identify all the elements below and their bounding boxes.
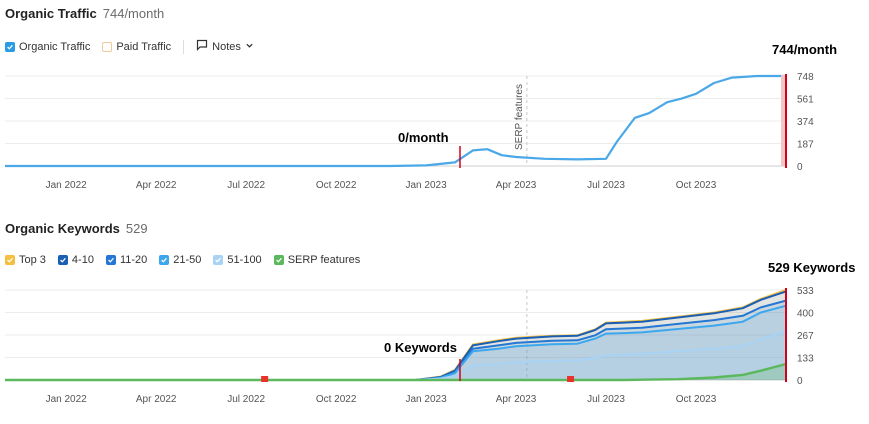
legend-paid-traffic[interactable]: Paid Traffic (102, 41, 171, 53)
checkbox-checked-icon[interactable] (57, 255, 68, 265)
legend-item-11-20[interactable]: 11-20 (105, 254, 148, 266)
notes-label: Notes (212, 40, 241, 53)
notes-dropdown[interactable]: Notes (196, 39, 254, 54)
checkbox-checked-icon[interactable] (213, 255, 224, 265)
checkbox-checked-icon[interactable] (5, 41, 15, 52)
series-line-serp-features (5, 362, 787, 382)
keywords-header: Organic Keywords 529 (5, 221, 148, 236)
y-tick-label: 533 (797, 286, 814, 297)
x-tick-label: Apr 2022 (136, 394, 177, 405)
y-tick-label: 267 (797, 331, 814, 342)
keywords-value: 529 (125, 221, 148, 236)
note-icon (196, 39, 208, 54)
keywords-title: Organic Keywords (5, 221, 120, 236)
keywords-chart: 533 400 267 133 0 Jan 2022 Apr 2022 Jul 2022 Oct… (5, 286, 814, 405)
traffic-callout-end: 744/month (772, 42, 838, 57)
legend-item-label: SERP features (287, 254, 361, 266)
legend-divider (183, 39, 185, 54)
checkbox-checked-icon[interactable] (273, 255, 284, 265)
checkbox-checked-icon[interactable] (105, 255, 116, 265)
serp-features-label: SERP features (514, 84, 525, 150)
x-tick-label: Apr 2023 (496, 180, 537, 191)
y-tick-label: 0 (797, 162, 803, 173)
legend-organic-traffic[interactable]: Organic Traffic (5, 41, 90, 53)
y-tick-label: 0 (797, 376, 803, 387)
legend-organic-label: Organic Traffic (19, 40, 91, 53)
legend-item-4-10[interactable]: 4-10 (57, 254, 94, 266)
series-area-21-50 (5, 305, 786, 380)
keywords-legend: Top 3 4-10 11-20 21-50 51-100 SERP features (5, 254, 372, 266)
x-tick-label: Jul 2023 (587, 180, 625, 191)
x-tick-label: Jan 2023 (406, 394, 448, 405)
traffic-title: Organic Traffic (5, 6, 97, 21)
series-line-51-100 (5, 330, 787, 381)
legend-paid-label: Paid Traffic (116, 40, 172, 53)
y-tick-label: 748 (797, 72, 814, 83)
keywords-callout-end: 529 Keywords (768, 260, 856, 275)
checkbox-checked-icon[interactable] (159, 255, 170, 265)
x-tick-label: Apr 2022 (136, 180, 177, 191)
x-tick-label: Jan 2022 (46, 180, 88, 191)
series-area-11-20 (5, 300, 786, 380)
legend-item-label: 51-100 (227, 254, 262, 266)
legend-item-label: 11-20 (119, 254, 148, 266)
y-tick-label: 400 (797, 309, 814, 320)
traffic-value: 744/month (102, 6, 165, 21)
event-flag-icon (567, 376, 575, 382)
legend-item-label: 4-10 (71, 254, 94, 266)
series-line-organic-traffic (5, 74, 786, 168)
chevron-down-icon (245, 41, 254, 53)
traffic-chart: 748 561 374 187 0 Jan 2022 Apr 2022 Jul 2022 Oct… (5, 72, 814, 191)
checkbox-unchecked-icon[interactable] (102, 41, 113, 52)
end-highlight (781, 75, 785, 166)
x-tick-label: Jul 2022 (227, 394, 265, 405)
y-tick-label: 561 (797, 95, 814, 106)
series-area-51-100 (5, 331, 786, 380)
x-tick-label: Oct 2022 (316, 180, 357, 191)
x-tick-label: Jul 2023 (587, 394, 625, 405)
x-tick-label: Apr 2023 (496, 394, 537, 405)
y-tick-label: 133 (797, 354, 814, 365)
x-tick-label: Jan 2023 (406, 180, 448, 191)
y-tick-label: 374 (797, 117, 814, 128)
x-tick-label: Oct 2022 (316, 394, 357, 405)
y-tick-label: 187 (797, 140, 814, 151)
x-tick-label: Oct 2023 (676, 180, 717, 191)
x-tick-label: Oct 2023 (676, 394, 717, 405)
traffic-callout-start: 0/month (398, 130, 449, 145)
legend-item-serp-features[interactable]: SERP features (273, 254, 361, 266)
x-tick-label: Jul 2022 (227, 180, 265, 191)
legend-item-21-50[interactable]: 21-50 (159, 254, 201, 266)
traffic-legend: Organic Traffic Paid Traffic Notes (5, 39, 254, 54)
traffic-header: Organic Traffic 744/month (5, 6, 164, 21)
checkbox-checked-icon[interactable] (5, 255, 15, 265)
legend-item-label: Top 3 (19, 254, 46, 266)
keywords-callout-start: 0 Keywords (384, 340, 457, 355)
event-flag-icon (261, 376, 269, 382)
series-area-top-3 (5, 290, 786, 380)
legend-item-top-3[interactable]: Top 3 (5, 254, 46, 266)
x-tick-label: Jan 2022 (46, 394, 88, 405)
legend-item-51-100[interactable]: 51-100 (213, 254, 262, 266)
legend-item-label: 21-50 (173, 254, 202, 266)
